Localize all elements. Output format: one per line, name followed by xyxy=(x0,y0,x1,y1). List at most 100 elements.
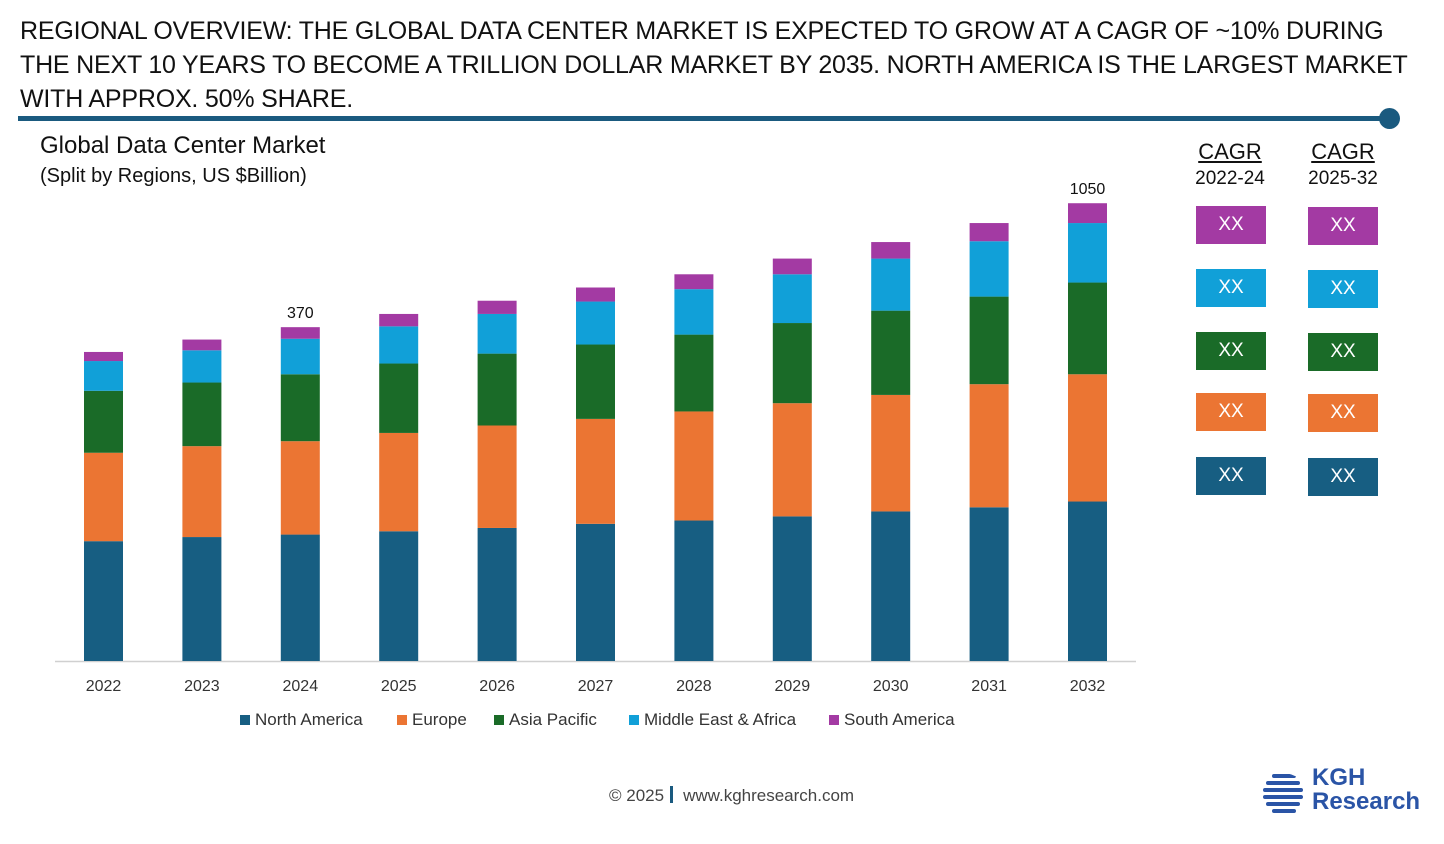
cagr-value-box: XX xyxy=(1196,457,1266,495)
x-tick-label: 2029 xyxy=(775,678,811,695)
bar-2026-asia-pacific xyxy=(477,353,517,426)
bar-2028-middle-east-africa xyxy=(674,289,714,335)
bar-2032-europe xyxy=(1068,374,1107,502)
bar-2025-north-america xyxy=(379,531,419,661)
footer: © 2025 www.kghresearch.com xyxy=(609,786,854,806)
legend-item-europe: Europe xyxy=(397,710,467,730)
bar-2028-europe xyxy=(674,411,714,521)
cagr-value-box: XX xyxy=(1196,332,1266,370)
header-rule xyxy=(18,116,1390,121)
bar-2026-north-america xyxy=(477,527,517,661)
headline: REGIONAL OVERVIEW: THE GLOBAL DATA CENTE… xyxy=(20,17,1408,113)
bar-2023-south-america xyxy=(182,339,222,351)
legend-swatch xyxy=(629,715,639,725)
legend-item-south-america: South America xyxy=(829,710,955,730)
cagr-period-1: 2022-24 xyxy=(1195,168,1265,189)
bar-2025-middle-east-africa xyxy=(379,326,419,364)
x-tick-label: 2023 xyxy=(184,678,220,695)
bar-2027-north-america xyxy=(576,523,615,661)
bar-2022-north-america xyxy=(84,541,123,661)
bar-2027-europe xyxy=(576,418,615,524)
x-tick-label: 2026 xyxy=(479,678,515,695)
bar-2028-asia-pacific xyxy=(674,334,714,412)
bar-2022-asia-pacific xyxy=(84,390,123,453)
bar-2023-middle-east-africa xyxy=(182,350,222,383)
bar-2030-asia-pacific xyxy=(871,310,911,395)
bar-2023-europe xyxy=(182,446,222,538)
cagr-value-box: XX xyxy=(1196,269,1266,307)
cagr-value-box: XX xyxy=(1308,458,1378,496)
bar-2029-middle-east-africa xyxy=(772,274,812,324)
bar-2025-asia-pacific xyxy=(379,363,419,433)
bar-2022-south-america xyxy=(84,351,123,362)
cagr-heading-2: CAGR xyxy=(1311,139,1375,164)
x-tick-label: 2022 xyxy=(86,678,122,695)
bar-2028-south-america xyxy=(674,274,714,290)
bar-2030-south-america xyxy=(871,242,911,259)
cagr-value-box: XX xyxy=(1308,394,1378,432)
bar-2027-south-america xyxy=(576,287,615,302)
legend-item-middle-east-africa: Middle East & Africa xyxy=(629,710,796,730)
bar-2026-middle-east-africa xyxy=(477,313,517,354)
bar-2024-asia-pacific xyxy=(280,374,320,442)
bar-2029-europe xyxy=(772,403,812,517)
data-label-2032: 1050 xyxy=(1070,181,1106,198)
legend-label: Middle East & Africa xyxy=(644,710,797,729)
cagr-period-2: 2025-32 xyxy=(1308,168,1378,189)
bar-2031-south-america xyxy=(969,223,1009,242)
x-tick-label: 2025 xyxy=(381,678,417,695)
bar-2029-north-america xyxy=(772,516,812,661)
bar-2022-europe xyxy=(84,452,123,542)
bar-2031-north-america xyxy=(969,507,1009,661)
bar-2032-asia-pacific xyxy=(1068,282,1107,375)
cagr-value-box: XX xyxy=(1196,393,1266,431)
bar-2031-asia-pacific xyxy=(969,296,1009,385)
bar-2025-europe xyxy=(379,432,419,532)
bar-2024-north-america xyxy=(280,534,320,661)
bar-2032-middle-east-africa xyxy=(1068,223,1107,283)
bar-2023-north-america xyxy=(182,537,222,661)
bar-2024-europe xyxy=(280,441,320,535)
logo-line-1: KGH xyxy=(1312,764,1366,791)
cagr-column-2: CAGR 2025-32 xyxy=(1298,138,1388,192)
bar-2025-south-america xyxy=(379,313,419,327)
bar-2026-south-america xyxy=(477,300,517,314)
cagr-value-box: XX xyxy=(1308,270,1378,308)
footer-website[interactable]: www.kghresearch.com xyxy=(683,786,855,805)
cagr-value-box: XX xyxy=(1308,207,1378,245)
bar-2024-south-america xyxy=(280,327,320,339)
x-tick-label: 2024 xyxy=(283,678,319,695)
header-rule-dot xyxy=(1379,108,1400,129)
legend-label: North America xyxy=(255,710,363,729)
bar-2024-middle-east-africa xyxy=(280,338,320,375)
bar-2030-north-america xyxy=(871,511,911,661)
bar-2028-north-america xyxy=(674,520,714,661)
cagr-column-1: CAGR 2022-24 xyxy=(1185,138,1275,192)
footer-separator xyxy=(670,786,674,803)
bar-2022-middle-east-africa xyxy=(84,361,123,391)
footer-copyright: © 2025 xyxy=(609,786,665,805)
legend-swatch xyxy=(397,715,407,725)
bar-2029-south-america xyxy=(772,258,812,275)
cagr-heading-1: CAGR xyxy=(1198,139,1262,164)
legend-label: Asia Pacific xyxy=(509,710,597,729)
cagr-value-box: XX xyxy=(1308,333,1378,371)
data-label-2024: 370 xyxy=(287,305,314,322)
bar-2032-north-america xyxy=(1068,501,1107,661)
x-tick-label: 2027 xyxy=(578,678,614,695)
bar-2026-europe xyxy=(477,425,517,528)
legend-label: South America xyxy=(844,710,955,729)
bar-2030-europe xyxy=(871,394,911,512)
legend-item-asia-pacific: Asia Pacific xyxy=(494,710,597,730)
legend-item-north-america: North America xyxy=(240,710,363,730)
legend-swatch xyxy=(240,715,250,725)
kgh-logo: KGH Research xyxy=(1260,766,1435,820)
bar-2027-middle-east-africa xyxy=(576,301,615,345)
chart-title: Global Data Center Market xyxy=(40,132,326,159)
bar-2031-europe xyxy=(969,384,1009,508)
logo-line-2: Research xyxy=(1312,788,1421,815)
logo-wordmark: KGH Research xyxy=(1312,766,1420,814)
cagr-value-box: XX xyxy=(1196,206,1266,244)
legend-label: Europe xyxy=(412,710,467,729)
